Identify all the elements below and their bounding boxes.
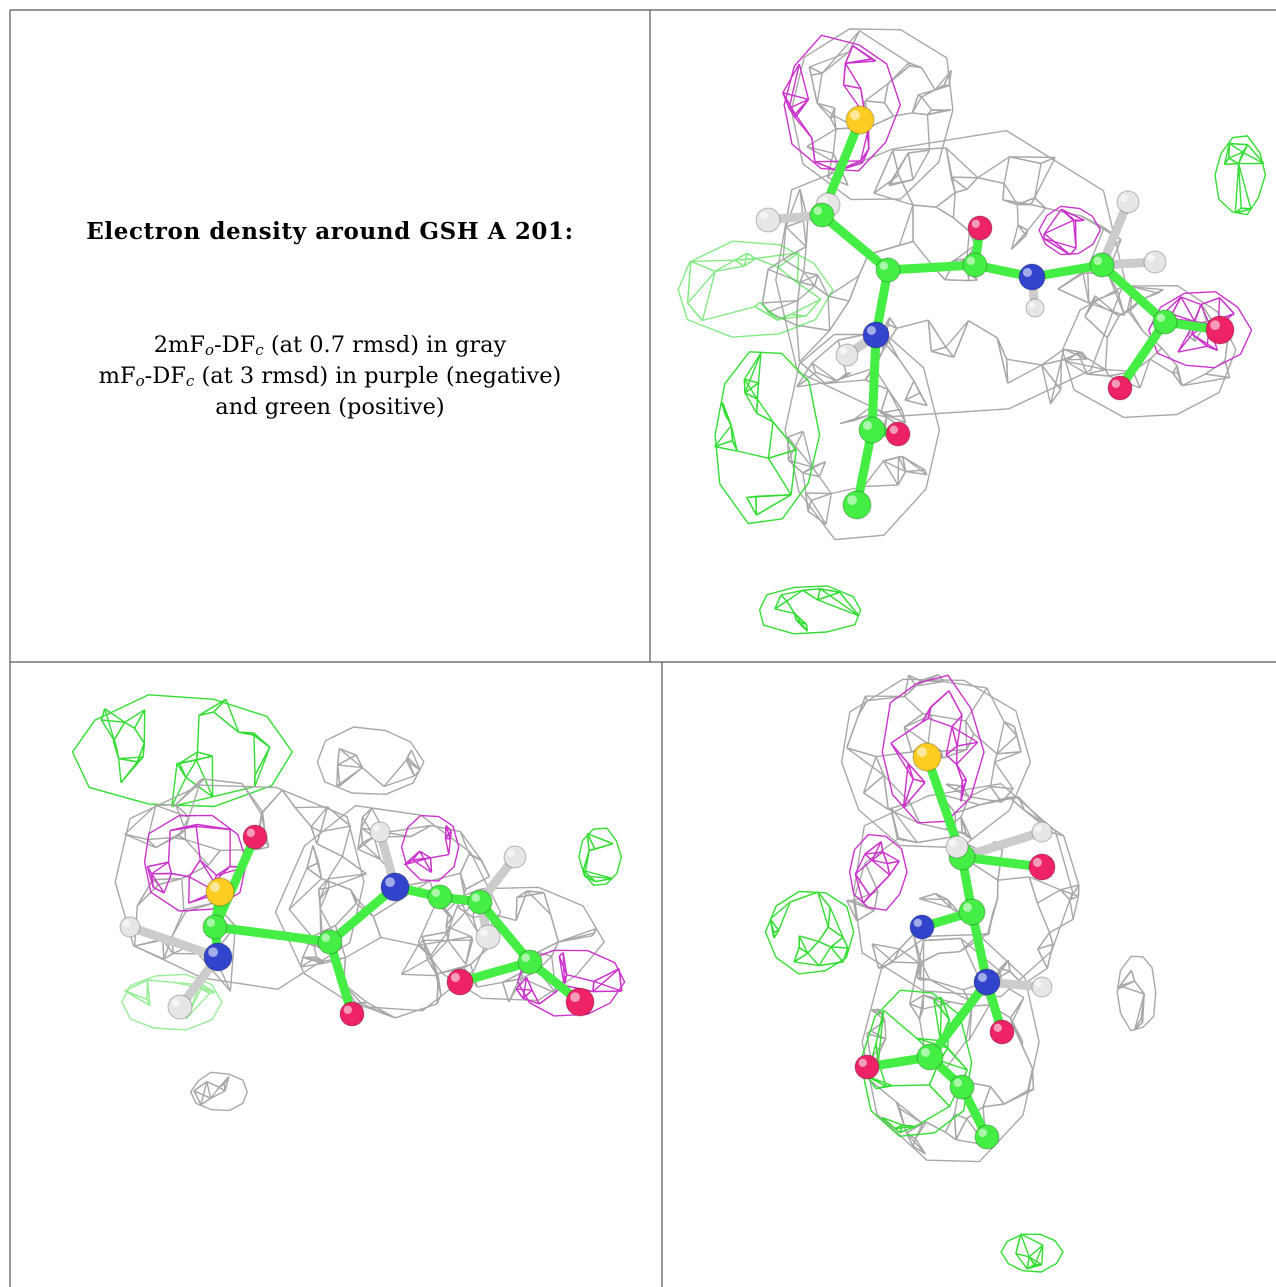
bond [125, 922, 223, 962]
oxygen-atom [565, 987, 595, 1017]
positive-mesh [714, 351, 821, 525]
caption-line-positive: and green (positive) [215, 394, 445, 420]
positive-mesh [121, 973, 223, 1031]
carbon-atom [1152, 309, 1178, 335]
oxygen-atom [446, 968, 474, 996]
hydrogen-atom [167, 994, 193, 1020]
caption-legend: 2mFo-DFc (at 0.7 rmsd) in gray mFo-DFc (… [10, 330, 650, 423]
carbon-atom [317, 929, 343, 955]
density-view-bottom-right [764, 674, 1157, 1273]
hydrogen-atom [1143, 250, 1167, 274]
carbon-atom [974, 1124, 1000, 1150]
sulfur-atom [205, 877, 235, 907]
hydrogen-atom [475, 924, 501, 950]
carbon-atom [916, 1043, 944, 1071]
carbon-atom [467, 889, 493, 915]
carbon-atom [427, 884, 453, 910]
gray-mesh [189, 1071, 248, 1112]
bond [867, 330, 881, 435]
oxygen-atom [1107, 375, 1133, 401]
oxygen-atom [1205, 315, 1235, 345]
bond [1115, 317, 1170, 393]
carbon-atom [517, 949, 543, 975]
bond [1097, 260, 1170, 327]
density-view-bottom-left [71, 694, 626, 1112]
caption-panel: Electron density around GSH A 201: 2mFo-… [10, 10, 650, 662]
density-view-top-right [677, 28, 1267, 635]
hydrogen-atom [1031, 976, 1053, 998]
bond [210, 922, 335, 947]
hydrogen-atom [755, 207, 781, 233]
bond [883, 260, 980, 275]
carbon-atom [962, 252, 988, 278]
sulfur-atom [845, 105, 875, 135]
oxygen-atom [885, 421, 911, 447]
carbon-atom [958, 898, 986, 926]
gray-mesh [316, 726, 425, 796]
negative-mesh [881, 674, 985, 824]
nitrogen-atom [862, 321, 890, 349]
oxygen-atom [854, 1054, 880, 1080]
gray-mesh [1116, 955, 1157, 1032]
caption-line-2fofc: 2mFo-DFc (at 0.7 rmsd) in gray [153, 332, 507, 359]
positive-mesh [677, 240, 834, 338]
negative-mesh [1038, 205, 1102, 256]
oxygen-atom [242, 824, 268, 850]
gray-mesh [761, 129, 1126, 424]
hydrogen-atom [945, 835, 969, 859]
oxygen-atom [967, 215, 993, 241]
sulfur-atom [912, 742, 942, 772]
carbon-atom [202, 914, 228, 940]
hydrogen-atom [369, 821, 391, 843]
nitrogen-atom [1018, 263, 1046, 291]
negative-mesh [400, 814, 460, 882]
bond [817, 210, 893, 275]
carbon-atom [858, 416, 886, 444]
hydrogen-atom [1116, 190, 1140, 214]
oxygen-atom [339, 1001, 365, 1027]
hydrogen-atom [1025, 298, 1045, 318]
gray-mesh [784, 326, 941, 541]
oxygen-atom [989, 1019, 1015, 1045]
bond [957, 827, 1047, 862]
positive-mesh [1214, 135, 1267, 216]
positive-mesh [578, 827, 623, 887]
negative-mesh [848, 833, 908, 912]
nitrogen-atom [203, 942, 233, 972]
hydrogen-atom [503, 845, 527, 869]
nitrogen-atom [909, 914, 935, 940]
carbon-atom [875, 257, 901, 283]
positive-mesh [764, 890, 855, 975]
hydrogen-atom [119, 916, 141, 938]
positive-mesh [758, 585, 862, 635]
carbon-atom [809, 202, 835, 228]
oxygen-atom [1028, 853, 1056, 881]
carbon-atom [949, 1074, 975, 1100]
bond [957, 852, 1047, 872]
nitrogen-atom [973, 968, 1001, 996]
bond [925, 977, 992, 1062]
positive-mesh [71, 694, 294, 808]
bond [210, 832, 260, 932]
bond [325, 882, 400, 947]
gray-mesh [1061, 284, 1237, 419]
carbon-atom [842, 490, 872, 520]
hydrogen-atom [1031, 821, 1053, 843]
bond [475, 897, 535, 967]
positive-mesh [1000, 1233, 1064, 1273]
bond [325, 937, 357, 1019]
carbon-atom [1089, 252, 1115, 278]
caption-title: Electron density around GSH A 201: [86, 218, 574, 245]
hydrogen-atom [835, 343, 859, 367]
nitrogen-atom [380, 872, 410, 902]
caption-line-fofc: mFo-DFc (at 3 rmsd) in purple (negative) [98, 363, 562, 390]
